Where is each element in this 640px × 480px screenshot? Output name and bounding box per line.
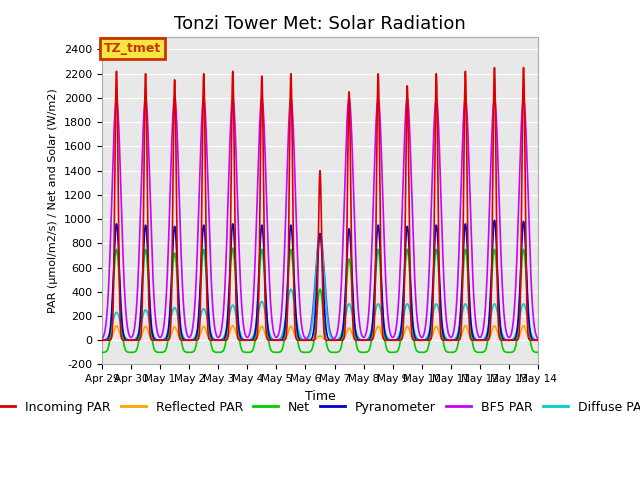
- Y-axis label: PAR (μmol/m2/s) / Net and Solar (W/m2): PAR (μmol/m2/s) / Net and Solar (W/m2): [49, 88, 58, 313]
- Title: Tonzi Tower Met: Solar Radiation: Tonzi Tower Met: Solar Radiation: [174, 15, 466, 33]
- Legend: Incoming PAR, Reflected PAR, Net, Pyranometer, BF5 PAR, Diffuse PAR: Incoming PAR, Reflected PAR, Net, Pyrano…: [0, 396, 640, 419]
- X-axis label: Time: Time: [305, 390, 335, 403]
- Text: TZ_tmet: TZ_tmet: [104, 42, 161, 55]
